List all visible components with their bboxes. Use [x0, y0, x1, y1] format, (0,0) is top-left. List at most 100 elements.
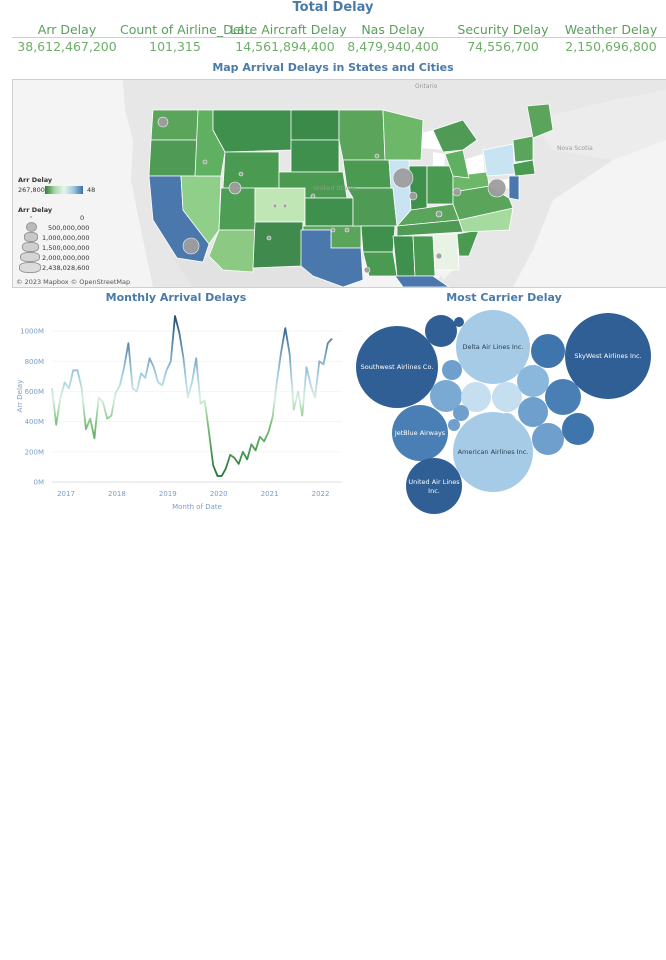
- size-legend-marker: [24, 232, 38, 242]
- size-legend-marker: [26, 222, 37, 232]
- size-legend-value: 1,500,000,000: [42, 244, 90, 252]
- kpi-label: Security Delay: [457, 22, 549, 37]
- bubble-jetblue[interactable]: [392, 405, 448, 461]
- kpi-label: Count of Airline_Del..: [120, 22, 252, 37]
- bubble-carrier[interactable]: [531, 334, 565, 368]
- x-tick-label: 2017: [57, 490, 75, 498]
- x-tick-label: 2022: [312, 490, 330, 498]
- bubble-carrier[interactable]: [562, 413, 594, 445]
- kpi-value: 74,556,700: [467, 39, 539, 54]
- bubble-american[interactable]: [453, 412, 533, 492]
- carrier-label-united-line2: Inc.: [428, 487, 440, 495]
- united-states-label: United States: [313, 184, 358, 192]
- kpi-late-aircraft-delay[interactable]: Late Aircraft Delay 14,561,894,400: [230, 22, 347, 54]
- dashboard-title: Total Delay: [292, 0, 374, 15]
- kpi-count-airline-delay[interactable]: Count of Airline_Del.. 101,315: [120, 22, 252, 54]
- pacific-ocean: [13, 80, 153, 287]
- kpi-row: Arr Delay 38,612,467,200 Count of Airlin…: [12, 22, 666, 54]
- carrier-bubble-chart[interactable]: Southwest Airlines Co. Delta Air Lines I…: [352, 306, 666, 516]
- bubble-carrier[interactable]: [442, 360, 462, 380]
- x-axis-label: Month of Date: [172, 503, 222, 511]
- kpi-weather-delay[interactable]: Weather Delay 2,150,696,800: [556, 22, 666, 54]
- ontario-label: Ontario: [415, 83, 438, 90]
- size-legend-value: 2,438,028,600: [42, 264, 90, 272]
- y-tick-label: 0M: [34, 479, 45, 487]
- kpi-label: Arr Delay: [37, 22, 97, 37]
- kpi-value: 2,150,696,800: [565, 39, 657, 54]
- monthly-line-chart[interactable]: 0M 200M 400M 600M 800M 1000M 2017 2018 2…: [12, 306, 344, 514]
- bubble-carrier[interactable]: [517, 365, 549, 397]
- bubble-carrier[interactable]: [545, 379, 581, 415]
- carrier-label-delta: Delta Air Lines Inc.: [462, 343, 523, 351]
- kpi-label: Nas Delay: [361, 22, 425, 37]
- bubble-carrier[interactable]: [498, 413, 516, 431]
- carrier-bubbles[interactable]: [356, 310, 651, 514]
- kpi-value: 14,561,894,400: [235, 39, 335, 54]
- bubble-skywest[interactable]: [565, 313, 651, 399]
- atlantic-ocean: [513, 140, 666, 287]
- size-legend-value: 2,000,000,000: [42, 254, 90, 262]
- bubble-carrier[interactable]: [453, 405, 469, 421]
- us-map[interactable]: Ontario Nova Scotia United States: [13, 80, 666, 287]
- carrier-label-american: American Airlines Inc.: [458, 448, 529, 456]
- kpi-value: 38,612,467,200: [17, 39, 117, 54]
- carrier-label-united-line1: United Air Lines: [408, 478, 460, 486]
- y-gridlines: [52, 330, 342, 483]
- kpi-value: 8,479,940,400: [347, 39, 439, 54]
- y-tick-label: 800M: [25, 358, 44, 366]
- size-legend-value: 1,000,000,000: [42, 234, 90, 242]
- kpi-label: Weather Delay: [564, 22, 658, 37]
- arr-delay-points: [51, 315, 332, 476]
- canada-east: [533, 90, 666, 160]
- carrier-label-southwest: Southwest Airlines Co.: [361, 363, 434, 371]
- carrier-label-skywest: SkyWest Airlines Inc.: [574, 352, 641, 360]
- y-tick-label: 1000M: [20, 328, 44, 336]
- size-legend-marker: [20, 252, 40, 262]
- bubble-southwest[interactable]: [356, 326, 438, 408]
- bubble-carrier[interactable]: [492, 382, 522, 412]
- bubble-carrier[interactable]: [425, 315, 457, 347]
- bubble-carrier[interactable]: [454, 317, 464, 327]
- bubble-delta[interactable]: [456, 310, 530, 384]
- bubble-carrier[interactable]: [430, 380, 462, 412]
- bubble-carrier[interactable]: [448, 419, 460, 431]
- bubble-united[interactable]: [406, 458, 462, 514]
- size-legend: 0 500,000,000 1,000,000,000 1,500,000,00…: [18, 214, 108, 274]
- bubble-carrier[interactable]: [518, 397, 548, 427]
- size-legend-marker: [30, 216, 32, 218]
- arr-delay-series-line[interactable]: [51, 315, 333, 477]
- color-legend-gradient: [45, 186, 83, 194]
- color-legend-min: 267,800: [18, 186, 45, 194]
- map-attribution[interactable]: © 2023 Mapbox © OpenStreetMap: [16, 278, 131, 286]
- size-legend-title: Arr Delay: [18, 206, 53, 214]
- color-legend-max: 48: [87, 186, 96, 194]
- lake-huron: [463, 154, 485, 178]
- y-tick-label: 600M: [25, 388, 44, 396]
- carrier-chart-title: Most Carrier Delay: [446, 291, 562, 304]
- map-panel[interactable]: Ontario Nova Scotia United States Arr De…: [12, 79, 666, 288]
- kpi-label: Late Aircraft Delay: [230, 22, 347, 37]
- carrier-label-jetblue: JetBlue Airways: [394, 429, 446, 437]
- kpi-value: 101,315: [149, 39, 201, 54]
- size-legend-marker: [22, 242, 39, 252]
- x-tick-labels: 2017 2018 2019 2020 2021 2022: [57, 490, 329, 498]
- kpi-nas-delay[interactable]: Nas Delay 8,479,940,400: [338, 22, 448, 54]
- kpi-security-delay[interactable]: Security Delay 74,556,700: [448, 22, 558, 54]
- size-legend-value: 0: [80, 214, 85, 222]
- kpi-arr-delay[interactable]: Arr Delay 38,612,467,200: [12, 22, 122, 54]
- size-legend-marker: [19, 262, 41, 273]
- y-tick-label: 200M: [25, 448, 44, 456]
- bubble-carrier[interactable]: [532, 423, 564, 455]
- city-bubbles[interactable]: [157, 116, 507, 274]
- x-tick-label: 2021: [261, 490, 279, 498]
- x-tick-label: 2018: [108, 490, 126, 498]
- color-legend-title: Arr Delay: [18, 176, 53, 184]
- x-tick-label: 2020: [210, 490, 228, 498]
- kpi-divider: [12, 37, 666, 38]
- size-legend-value: 500,000,000: [48, 224, 90, 232]
- monthly-chart-title: Monthly Arrival Delays: [105, 291, 247, 304]
- bubble-carrier[interactable]: [461, 382, 491, 412]
- nova-scotia-label: Nova Scotia: [557, 145, 593, 152]
- y-tick-labels: 0M 200M 400M 600M 800M 1000M: [20, 328, 44, 487]
- x-tick-label: 2019: [159, 490, 177, 498]
